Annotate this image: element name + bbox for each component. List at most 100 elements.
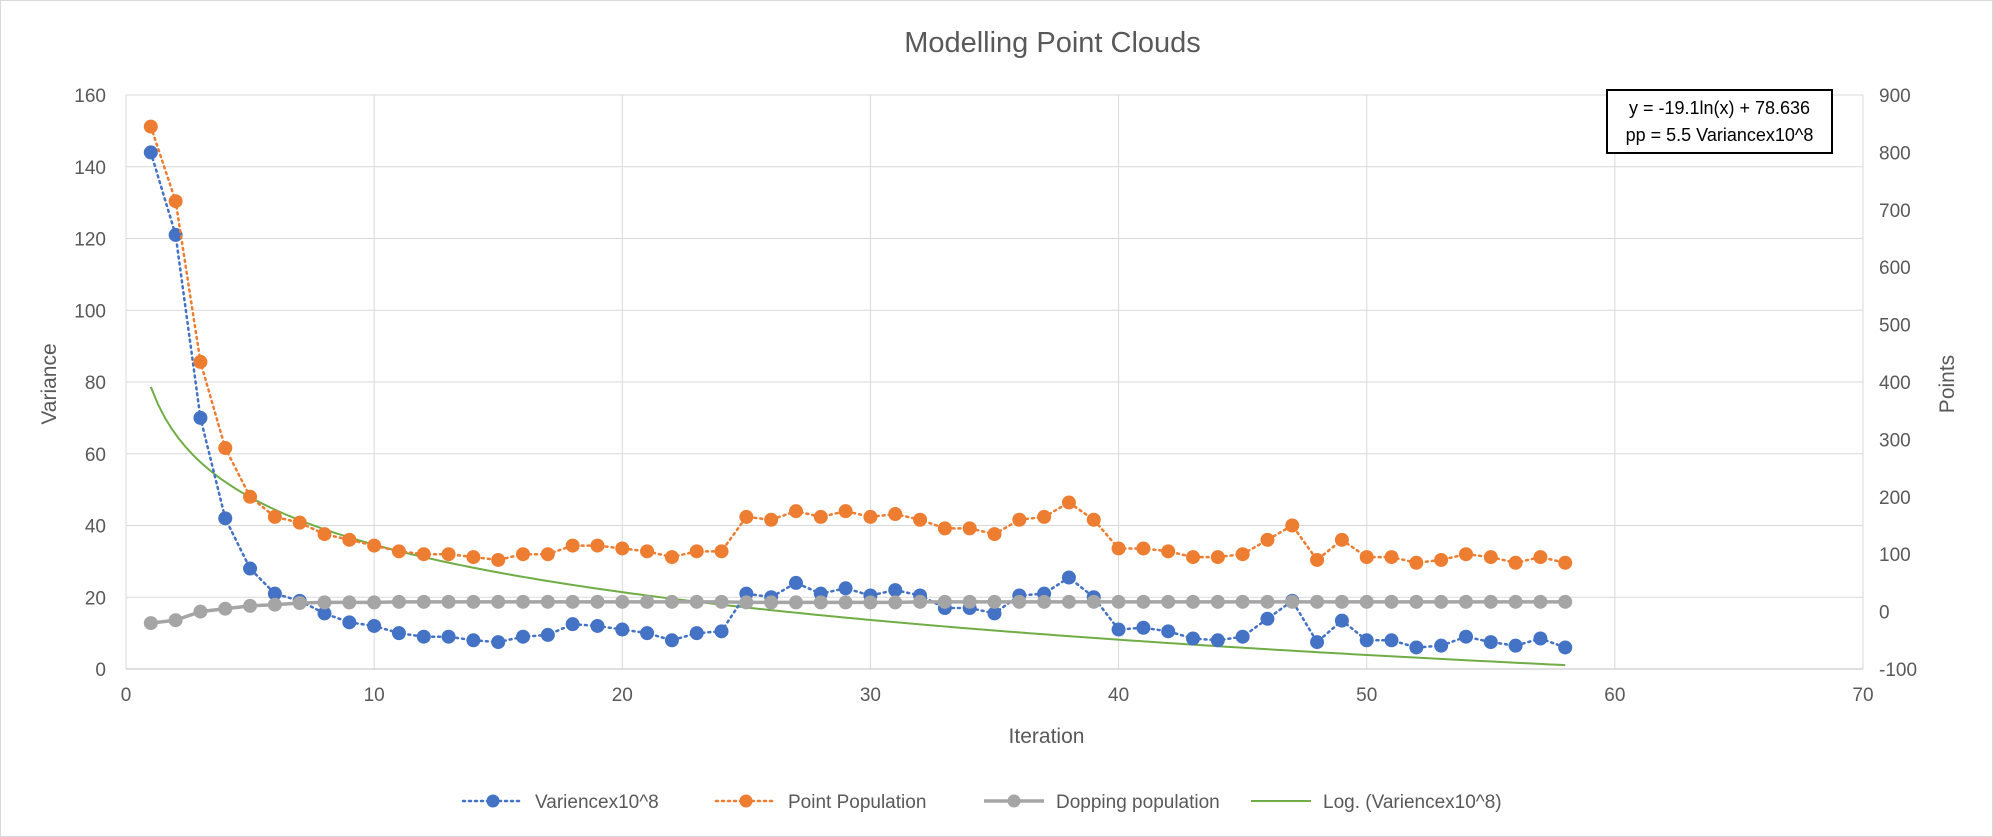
data-point	[1508, 594, 1523, 609]
data-point	[788, 575, 803, 590]
data-point	[1037, 509, 1052, 524]
data-point	[1409, 555, 1424, 570]
data-point	[565, 617, 580, 632]
data-point	[491, 635, 506, 650]
data-point	[813, 595, 828, 610]
data-point	[689, 594, 704, 609]
data-point	[1235, 594, 1250, 609]
data-point	[739, 595, 754, 610]
data-point	[317, 527, 332, 542]
data-point	[391, 544, 406, 559]
legend-label: Dopping population	[1056, 792, 1220, 813]
y2-tick-label: -100	[1879, 660, 1917, 681]
x-tick-label: 20	[612, 685, 633, 706]
data-point	[987, 606, 1002, 621]
data-point	[838, 595, 853, 610]
data-point	[267, 597, 282, 612]
series-0	[143, 145, 1573, 655]
data-point	[1334, 594, 1349, 609]
data-point	[243, 489, 258, 504]
data-point	[342, 615, 357, 630]
data-point	[1186, 594, 1201, 609]
data-point	[1334, 532, 1349, 547]
data-point	[640, 594, 655, 609]
data-point	[1086, 512, 1101, 527]
data-point	[590, 618, 605, 633]
series-line	[150, 600, 1566, 625]
data-point	[1310, 594, 1325, 609]
data-point	[1012, 512, 1027, 527]
y-tick-label: 60	[85, 445, 106, 466]
x-tick-label: 60	[1604, 685, 1625, 706]
y2-tick-label: 300	[1879, 430, 1911, 451]
y2-tick-label: 900	[1879, 86, 1911, 107]
legend-item: Point Population	[714, 792, 926, 813]
data-point	[193, 354, 208, 369]
data-point	[143, 145, 158, 160]
y-tick-label: 40	[85, 517, 106, 538]
data-point	[1136, 541, 1151, 556]
data-point	[1384, 633, 1399, 648]
data-point	[1359, 550, 1374, 565]
data-point	[788, 595, 803, 610]
data-point	[1061, 570, 1076, 585]
axis-layer: 020406080100120140160-100010020030040050…	[74, 86, 1917, 706]
data-point	[1458, 594, 1473, 609]
data-point	[913, 594, 928, 609]
legend-item: Dopping population	[984, 792, 1220, 813]
data-point	[664, 633, 679, 648]
series-layer	[143, 119, 1573, 655]
data-point	[1210, 594, 1225, 609]
data-point	[1136, 620, 1151, 635]
x-tick-label: 50	[1356, 685, 1377, 706]
legend: Variencex10^8 Point Population Dopping pop…	[461, 792, 1502, 813]
data-point	[466, 633, 481, 648]
data-point	[441, 547, 456, 562]
y-tick-label: 140	[74, 158, 106, 179]
data-point	[1037, 594, 1052, 609]
data-point	[739, 509, 754, 524]
data-point	[1235, 629, 1250, 644]
data-point	[1260, 611, 1275, 626]
data-point	[788, 504, 803, 519]
data-point	[267, 509, 282, 524]
data-point	[540, 594, 555, 609]
data-point	[1458, 629, 1473, 644]
data-point	[1061, 495, 1076, 510]
series-line	[149, 125, 1567, 565]
data-point	[664, 594, 679, 609]
data-point	[838, 581, 853, 596]
data-point	[1161, 624, 1176, 639]
data-point	[987, 527, 1002, 542]
data-point	[218, 511, 233, 526]
y2-tick-label: 800	[1879, 143, 1911, 164]
data-point	[1061, 594, 1076, 609]
legend-swatch-marker	[486, 794, 500, 808]
data-point	[1533, 550, 1548, 565]
data-point	[1434, 594, 1449, 609]
legend-swatch-marker	[1007, 794, 1021, 808]
data-point	[962, 521, 977, 536]
data-point	[590, 538, 605, 553]
data-point	[1458, 547, 1473, 562]
data-point	[1558, 640, 1573, 655]
data-point	[466, 550, 481, 565]
y2-tick-label: 600	[1879, 258, 1911, 279]
data-point	[1086, 594, 1101, 609]
data-point	[416, 594, 431, 609]
data-point	[640, 626, 655, 641]
data-point	[193, 410, 208, 425]
data-point	[1483, 594, 1498, 609]
x-tick-label: 10	[364, 685, 385, 706]
data-point	[441, 629, 456, 644]
data-point	[1260, 594, 1275, 609]
data-point	[714, 544, 729, 559]
annotation-equation-line: y = -19.1ln(x) + 78.636	[1629, 98, 1810, 118]
data-point	[1409, 640, 1424, 655]
data-point	[1210, 550, 1225, 565]
data-point	[1136, 594, 1151, 609]
data-point	[913, 512, 928, 527]
data-point	[937, 594, 952, 609]
data-point	[714, 594, 729, 609]
